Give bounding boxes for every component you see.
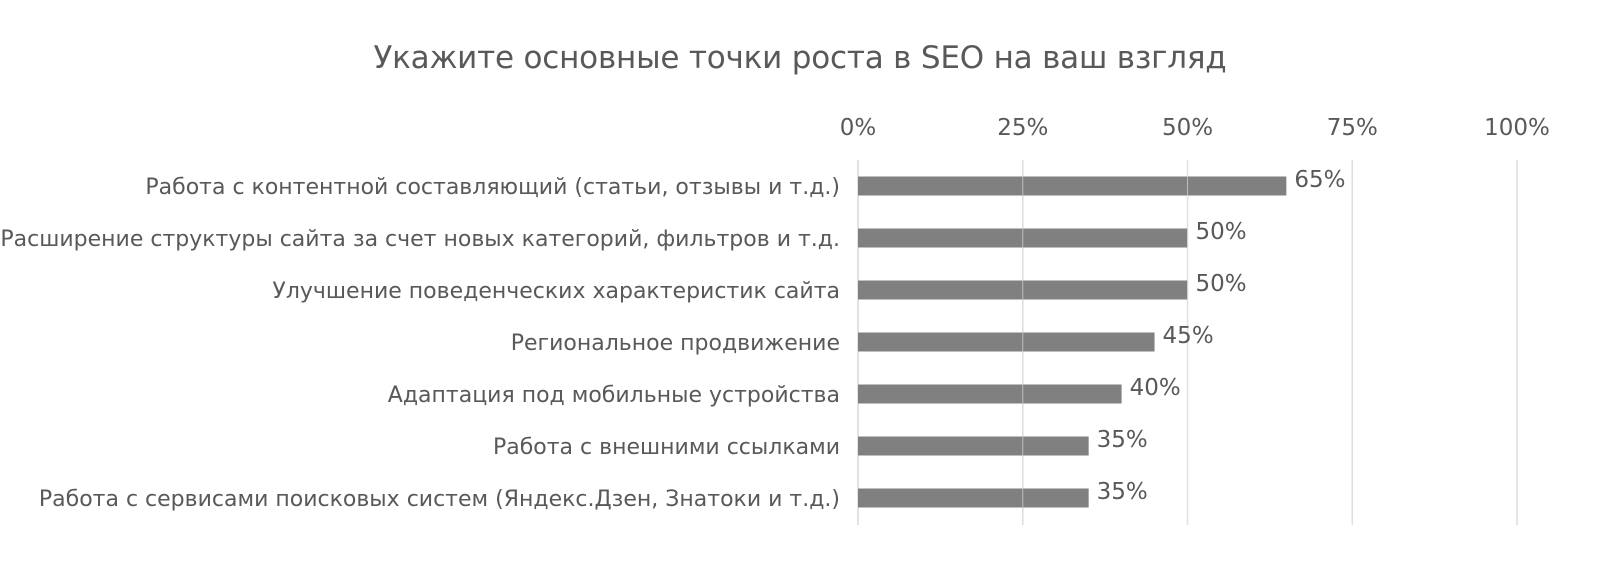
category-label: Расширение структуры сайта за счет новых…: [0, 227, 840, 252]
category-label: Улучшение поведенческих характеристик са…: [272, 279, 840, 304]
data-label: 65%: [1294, 167, 1345, 193]
x-tick-label: 75%: [1327, 115, 1378, 141]
x-tick-label: 50%: [1162, 115, 1213, 141]
data-label: 45%: [1163, 323, 1214, 349]
data-label: 40%: [1130, 375, 1181, 401]
category-labels: Работа с контентной составляющий (статьи…: [0, 175, 840, 512]
data-label: 35%: [1097, 427, 1148, 453]
category-label: Региональное продвижение: [511, 331, 840, 356]
category-label: Работа с внешними ссылками: [493, 435, 840, 460]
data-label: 50%: [1196, 271, 1247, 297]
x-axis-ticks: 0% 25% 50% 75% 100%: [840, 115, 1550, 141]
bar: [858, 332, 1155, 352]
data-labels: 65% 50% 50% 45% 40% 35% 35%: [1097, 167, 1346, 505]
data-label: 50%: [1196, 219, 1247, 245]
category-label: Работа с контентной составляющий (статьи…: [145, 175, 840, 200]
bar: [858, 436, 1089, 456]
chart-title: Укажите основные точки роста в SEO на ва…: [373, 40, 1227, 76]
category-label: Работа с сервисами поисковых систем (Янд…: [39, 487, 840, 512]
x-tick-label: 0%: [840, 115, 877, 141]
x-tick-label: 25%: [997, 115, 1048, 141]
bar: [858, 384, 1122, 404]
bar: [858, 176, 1287, 196]
x-tick-label: 100%: [1484, 115, 1550, 141]
data-label: 35%: [1097, 479, 1148, 505]
bar: [858, 488, 1089, 508]
bars: [858, 176, 1287, 508]
category-label: Адаптация под мобильные устройства: [388, 383, 840, 408]
